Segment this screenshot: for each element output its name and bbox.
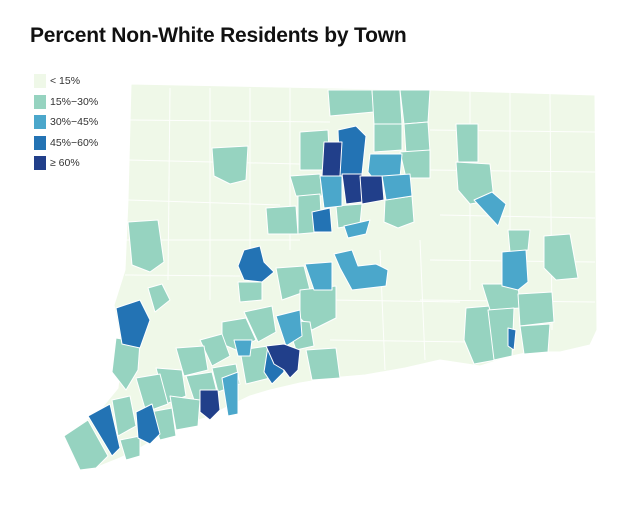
legend-swatch (34, 94, 46, 109)
towns-30-45 (221, 153, 529, 417)
legend-item-15-30: 15%−30% (34, 92, 98, 113)
legend-swatch (34, 115, 46, 130)
legend-label: 45%−60% (50, 136, 99, 149)
legend-label: 15%−30% (50, 95, 99, 108)
towns-ge60 (199, 141, 385, 421)
legend-item-45-60: 45%−60% (34, 133, 98, 154)
legend-item-lt15: < 15% (34, 71, 98, 92)
legend-label: < 15% (50, 75, 81, 88)
legend: < 15% 15%−30% 30%−45% 45%−60% ≥ 60% (34, 71, 98, 174)
legend-swatch (34, 156, 46, 171)
legend-label: 30%−45% (50, 116, 99, 129)
legend-swatch (34, 74, 46, 89)
legend-label: ≥ 60% (50, 157, 80, 170)
towns-45-60 (87, 125, 517, 457)
legend-item-ge60: ≥ 60% (34, 153, 98, 174)
map-title: Percent Non-White Residents by Town (30, 24, 407, 47)
legend-item-30-45: 30%−45% (34, 112, 98, 133)
legend-swatch (34, 135, 46, 150)
